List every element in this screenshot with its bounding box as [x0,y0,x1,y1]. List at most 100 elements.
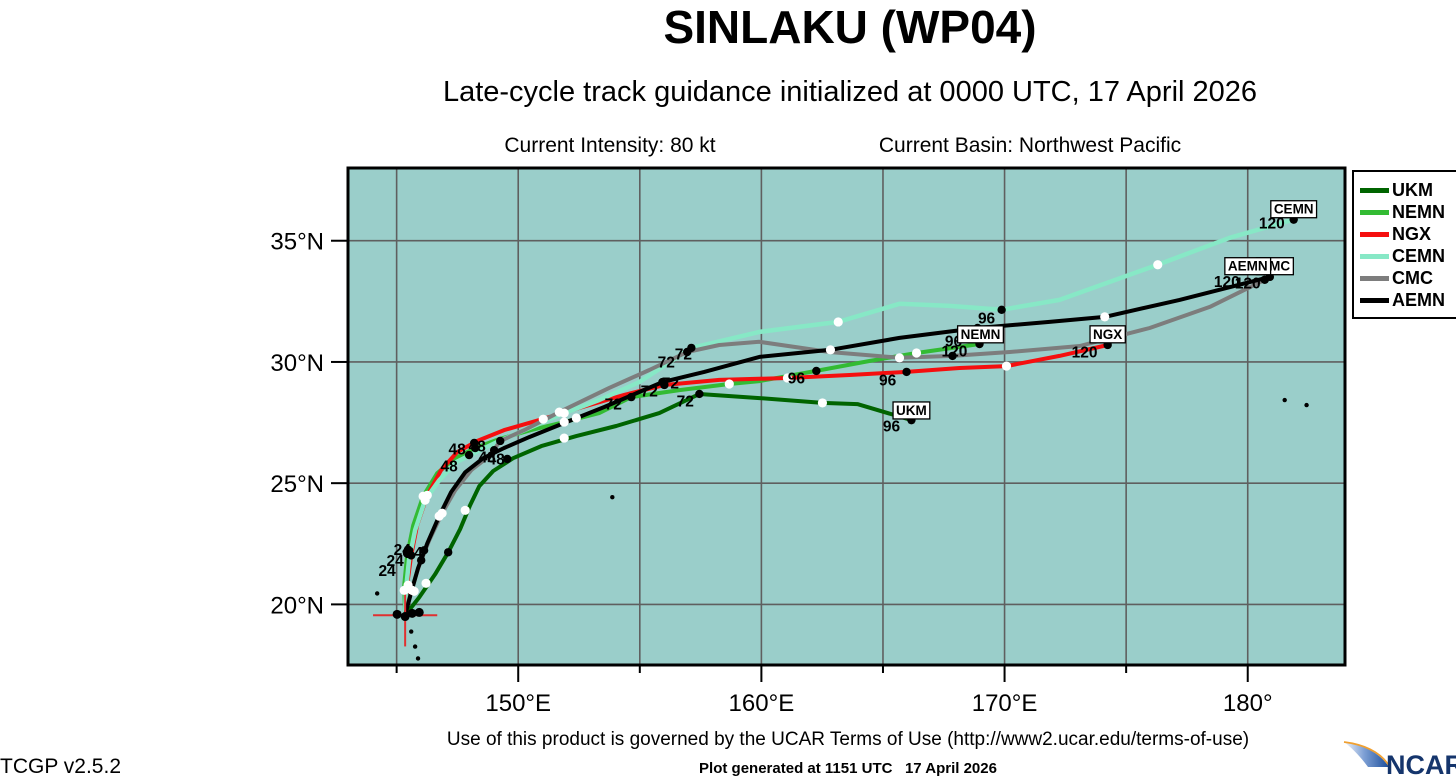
marker-12h-ngx [782,373,793,383]
island-dot [409,629,414,634]
generated-timestamp: Plot generated at 1151 UTC 17 April 2026 [699,760,997,777]
legend-swatch [1360,275,1389,281]
ncar-logo: NCAR [1342,736,1456,780]
legend-item-ngx: NGX [1360,223,1456,245]
marker-24h-cemn [997,305,1006,315]
y-tick-label: 35°N [270,229,324,256]
current-intensity-label: Current Intensity: 80 kt [504,134,716,157]
current-basin-label: Current Basin: Northwest Pacific [878,134,1182,157]
legend-label: CMC [1392,268,1433,288]
island-dot [374,591,380,596]
track-ukm [403,392,914,618]
marker-24h-cmc [416,556,426,565]
island-dot [415,656,421,661]
marker-12h-aemn [407,585,417,595]
tcgp-version: TCGP v2.5.2 [0,755,121,778]
marker-12h-cemn [1153,260,1163,270]
legend-swatch [1360,187,1389,193]
legend-item-aemn: AEMN [1360,289,1456,311]
model-end-label-text: NEMN [961,327,1001,342]
marker-12h-nemn [724,379,734,389]
legend-swatch [1360,209,1389,215]
marker-24h-ngx [470,438,479,448]
marker-12h-cmc [554,407,564,417]
forecast-hour-label: 24 [394,542,412,559]
forecast-hour-label: 24 [387,553,405,570]
legend-item-cmc: CMC [1360,267,1456,289]
forecast-hour-label: 120 [1235,275,1261,292]
model-end-label-text: AEMN [1228,259,1268,274]
marker-12h-cemn [833,317,843,327]
start-position-dot [407,608,417,618]
legend-swatch [1360,231,1389,237]
marker-12h-nemn [559,417,569,427]
legend-item-ukm: UKM [1360,179,1456,201]
marker-12h-aemn [1100,312,1110,322]
forecast-hour-label: 72 [675,346,692,363]
forecast-hour-label: 48 [487,452,505,469]
legend-item-cemn: CEMN [1360,245,1456,267]
model-end-label-box [1224,257,1272,276]
forecast-hour-label: 48 [441,459,459,476]
forecast-hour-label: 72 [605,397,622,414]
ncar-logo-text: NCAR [1386,750,1456,780]
start-position-dot [392,609,402,619]
map-background [348,168,1345,665]
marker-12h-ukm [421,578,431,588]
marker-24h-cmc [948,351,957,361]
y-tick-label: 25°N [270,471,324,498]
marker-12h-nemn [911,348,922,358]
marker-24h-ukm [695,389,704,399]
marker-12h-ukm [817,398,828,408]
terms-of-use-text: Use of this product is governed by the U… [446,729,1250,750]
marker-24h-aemn [489,445,499,455]
legend-label: NEMN [1392,202,1445,222]
legend-swatch [1360,253,1389,259]
track-cemn [402,217,1296,618]
marker-24h-cmc [496,436,505,446]
marker-12h-ngx [1001,361,1012,371]
marker-24h-cemn [464,450,474,460]
forecast-hour-label: 72 [662,376,679,393]
forecast-hour-label: 120 [942,344,968,361]
marker-12h-cemn [420,495,430,505]
model-end-label-text: CEMN [1274,202,1314,217]
track-nemn [402,342,982,618]
legend-label: UKM [1392,180,1433,200]
marker-24h-nemn [812,366,821,376]
start-position-dot [414,607,424,617]
x-tick-label: 180° [1223,690,1273,717]
marker-12h-cemn [399,585,409,595]
marker-12h-aemn [825,345,836,355]
legend-label: CEMN [1392,246,1445,266]
forecast-hour-label: 96 [978,310,996,327]
marker-12h-ngx [538,414,548,424]
x-tick-label: 150°E [485,690,551,717]
model-end-label-box [956,325,1005,344]
model-end-label-aemn: AEMN [1224,257,1272,276]
x-tick-label: 170°E [972,690,1038,717]
marker-12h-ukm [460,505,470,515]
island-dot [1304,402,1309,408]
model-end-label-ngx: NGX [1089,325,1126,344]
marker-24h-ukm [443,548,453,557]
marker-12h-aemn [434,511,444,521]
forecast-hour-label: 120 [1072,345,1098,362]
legend-label: NGX [1392,224,1432,244]
start-position-dot [400,612,410,622]
forecast-hour-label: 96 [788,370,806,387]
marker-24h-cmc [683,347,692,357]
forecast-hour-label: 120 [1259,215,1285,232]
forecast-hour-label: 24 [379,563,397,580]
island-dot [610,495,615,500]
marker-24h-aemn [658,377,667,387]
forecast-hour-label: 96 [879,372,897,389]
marker-12h-aemn [571,413,581,423]
y-tick-label: 20°N [270,592,324,619]
marker-24h-ukm [503,454,512,464]
island-dot [412,644,418,649]
model-end-label-nemn: NEMN [956,325,1005,344]
marker-24h-aemn [419,546,429,555]
model-end-label-text: UKM [896,403,927,418]
